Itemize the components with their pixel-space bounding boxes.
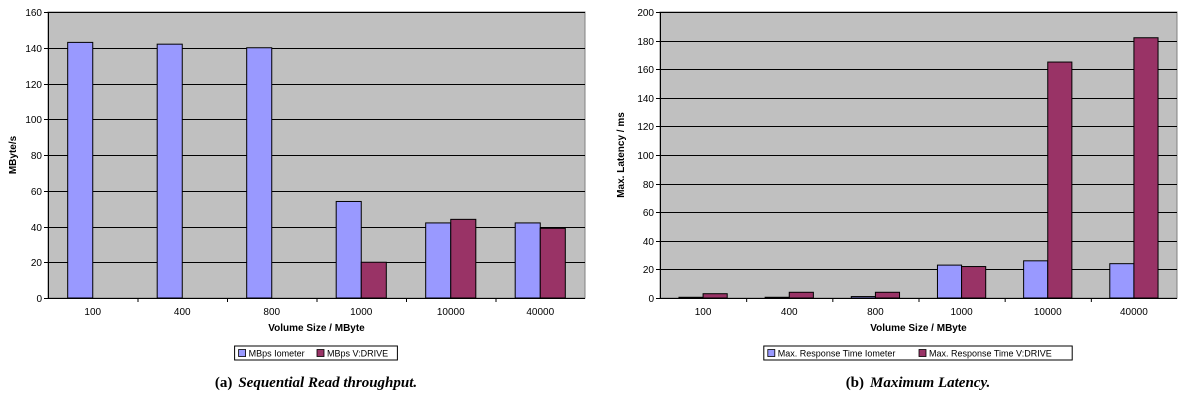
bar-vdrive <box>1047 61 1073 299</box>
bar-iometer <box>764 296 790 299</box>
bar-iometer <box>678 296 704 299</box>
y-tick-label: 0 <box>648 294 654 305</box>
y-tick-label: 160 <box>637 65 654 76</box>
legend-swatch <box>918 349 927 357</box>
y-tick-label: 200 <box>637 8 654 19</box>
y-axis-title: MByte/s <box>8 135 19 174</box>
caption-text: Maximum Latency. <box>869 375 990 391</box>
legend-box <box>234 345 398 361</box>
legend-box <box>763 345 1073 361</box>
legend-swatch <box>316 349 325 357</box>
bar-vdrive <box>360 261 387 299</box>
caption-label: (b) <box>846 375 864 391</box>
caption-label: (a) <box>215 375 233 391</box>
bar-iometer <box>1109 263 1135 299</box>
y-tick-label: 0 <box>36 294 42 305</box>
x-tick-label: 10000 <box>1034 307 1062 318</box>
chart-0: 0 20 40 60 80 100 120 140 160 100 400 800 1000 10000 4… <box>8 8 586 391</box>
y-tick-label: 20 <box>643 265 655 276</box>
bar-vdrive <box>788 291 814 299</box>
x-tick-label: 1000 <box>950 307 973 318</box>
x-tick-label: 40000 <box>526 307 554 318</box>
y-tick-label: 60 <box>643 208 655 219</box>
y-tick-label: 80 <box>31 151 43 162</box>
bar-iometer <box>514 222 541 299</box>
bar-iometer <box>67 41 94 299</box>
y-tick-label: 100 <box>25 115 42 126</box>
bar-iometer <box>156 43 183 299</box>
y-tick-label: 100 <box>637 151 654 162</box>
y-tick-label: 80 <box>643 180 655 191</box>
x-axis-title: Volume Size / MByte <box>268 323 365 334</box>
bar-vdrive <box>1133 37 1159 299</box>
y-tick-label: 40 <box>31 223 43 234</box>
bar-vdrive <box>702 293 728 299</box>
caption-text: Sequential Read throughput. <box>238 375 417 391</box>
x-tick-label: 800 <box>263 307 280 318</box>
x-tick-label: 10000 <box>437 307 465 318</box>
y-tick-label: 140 <box>25 44 42 55</box>
x-tick-label: 100 <box>695 307 712 318</box>
x-tick-label: 40000 <box>1120 307 1148 318</box>
figure-caption: (a) Sequential Read throughput. <box>215 375 417 391</box>
bar-iometer <box>246 47 273 299</box>
legend-swatch <box>238 349 247 357</box>
bar-iometer <box>936 264 963 299</box>
bar-iometer <box>1023 260 1049 299</box>
y-tick-label: 140 <box>637 94 654 105</box>
y-tick-label: 120 <box>25 80 42 91</box>
y-tick-label: 20 <box>31 258 43 269</box>
legend: MBps Iometer MBps V:DRIVE <box>234 345 398 361</box>
legend-label: MBps Iometer <box>249 349 305 359</box>
y-axis-title: Max. Latency / ms <box>616 112 627 198</box>
bar-iometer <box>425 222 452 299</box>
bar-vdrive <box>874 291 901 299</box>
x-tick-label: 100 <box>84 307 101 318</box>
bar-iometer <box>335 200 362 299</box>
x-tick-label: 1000 <box>350 307 373 318</box>
x-axis-title: Volume Size / MByte <box>870 323 967 334</box>
legend-label: Max. Response Time Iometer <box>778 349 896 359</box>
bar-iometer <box>850 296 876 299</box>
bar-vdrive <box>539 227 566 299</box>
chart-1: 0 20 40 60 80 100 120 140 160 180 200 100 400 800 1000… <box>616 8 1178 391</box>
bar-vdrive <box>450 218 477 299</box>
legend-label: MBps V:DRIVE <box>327 349 388 359</box>
y-tick-label: 120 <box>637 122 654 133</box>
y-tick-label: 180 <box>637 37 654 48</box>
y-tick-label: 60 <box>31 187 43 198</box>
legend-label: Max. Response Time V:DRIVE <box>929 349 1052 359</box>
y-tick-label: 40 <box>643 237 655 248</box>
figure-caption: (b) Maximum Latency. <box>846 375 991 391</box>
legend: Max. Response Time Iometer Max. Response … <box>763 345 1073 361</box>
x-tick-label: 400 <box>781 307 798 318</box>
legend-swatch <box>767 349 776 357</box>
x-tick-label: 800 <box>867 307 884 318</box>
bar-vdrive <box>961 266 987 299</box>
x-tick-label: 400 <box>174 307 191 318</box>
y-tick-label: 160 <box>25 8 42 19</box>
